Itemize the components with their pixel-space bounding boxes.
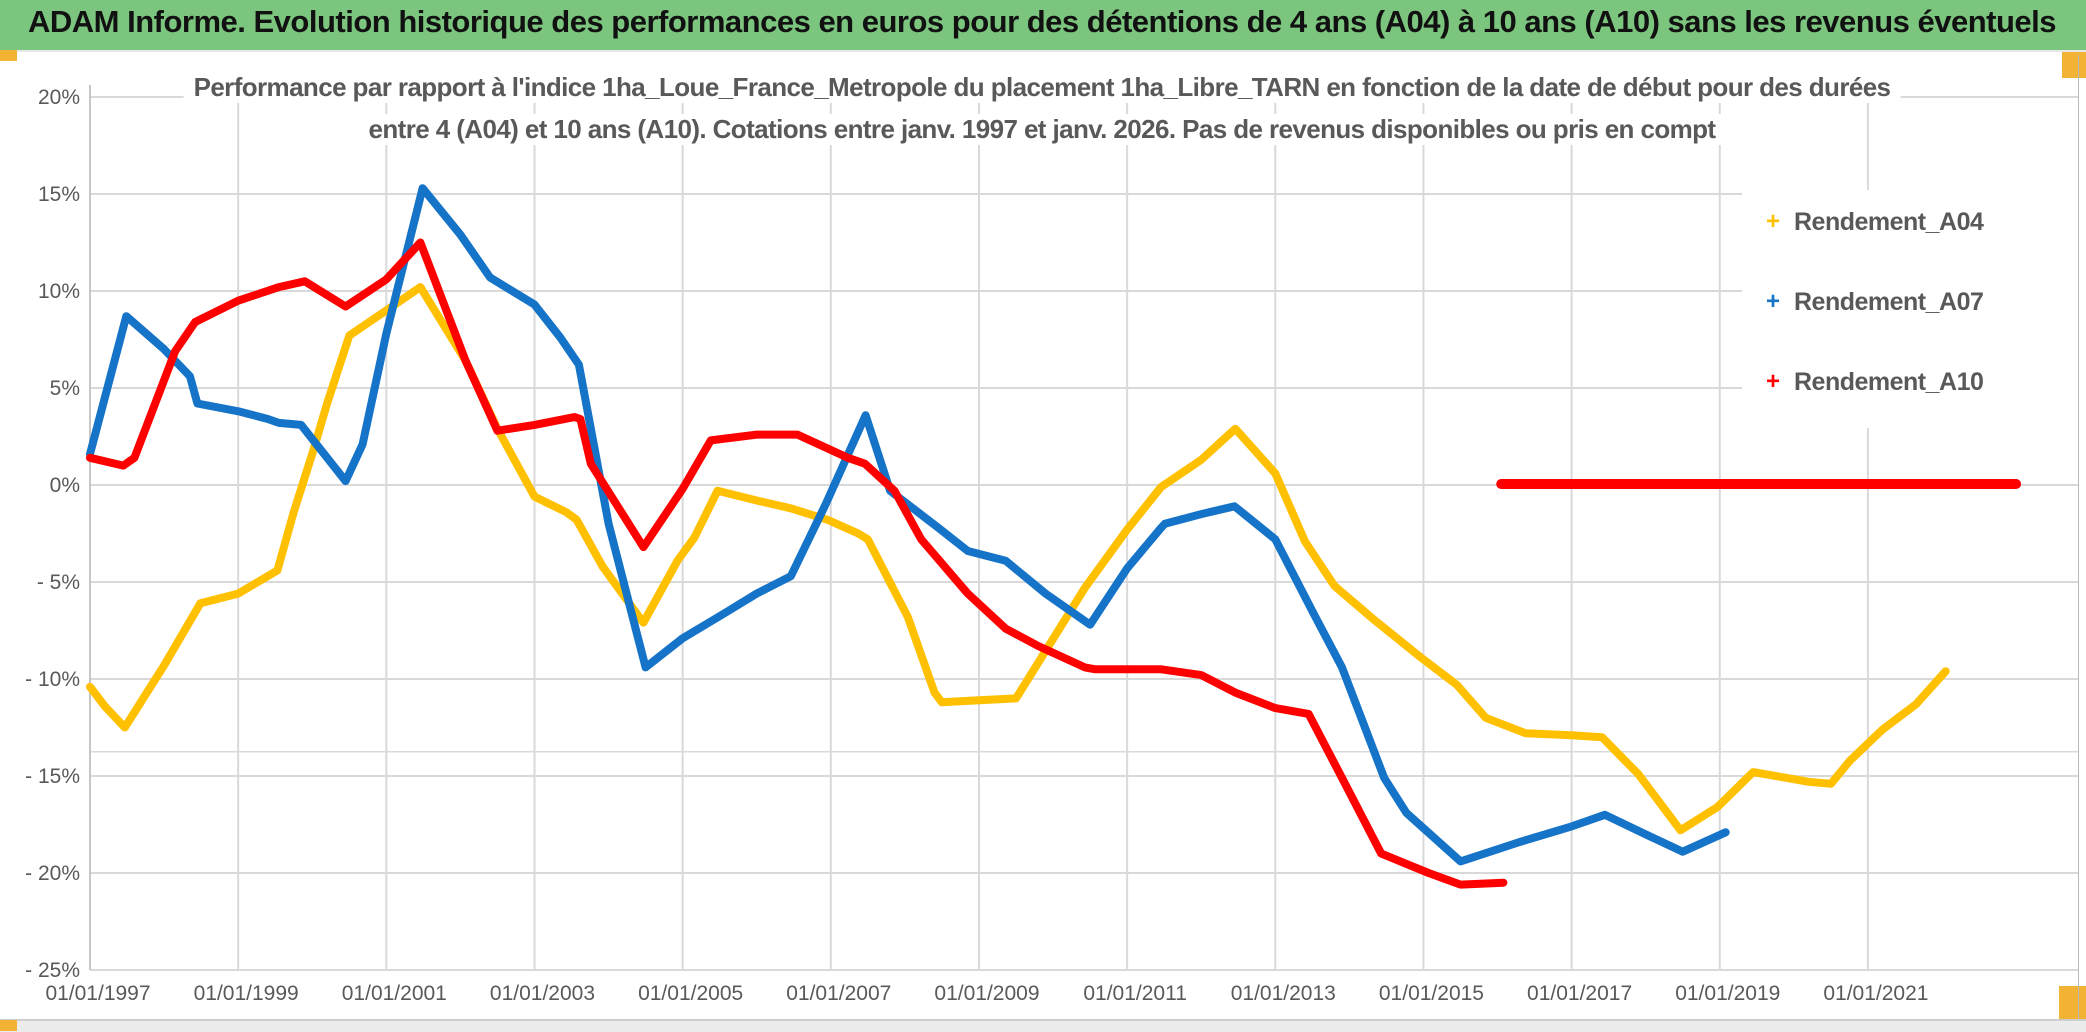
series-line-Rendement_A04: [86, 283, 1950, 835]
legend-label: Rendement_A07: [1794, 287, 1984, 316]
series-line-Rendement_A07: [86, 184, 1730, 866]
x-axis-tick-label: 01/01/2011: [1083, 982, 1187, 1005]
bottom-scroll-strip[interactable]: [0, 1020, 2086, 1032]
header-bar: ADAM Informe. Evolution historique des p…: [0, 0, 2086, 52]
series-line-Rendement_A10: [86, 238, 1508, 889]
x-axis-tick-label: 01/01/2007: [786, 982, 891, 1005]
plus-marker-icon: +: [1765, 368, 1780, 395]
y-axis-tick-label: - 10%: [25, 668, 80, 691]
y-axis-tick-label: 20%: [38, 86, 80, 109]
y-axis-tick-label: - 20%: [25, 862, 80, 885]
chart-title-line2: entre 4 (A04) et 10 ans (A10). Cotations…: [358, 114, 1726, 145]
y-axis-tick-label: 10%: [38, 280, 80, 303]
x-axis-tick-label: 01/01/2021: [1823, 982, 1928, 1005]
x-axis-tick-label: 01/01/2001: [342, 982, 447, 1005]
chart-bottom-border: [0, 1019, 2086, 1020]
y-axis-tick-label: 0%: [50, 474, 80, 497]
x-axis-tick-label: 01/01/1997: [45, 982, 150, 1005]
page-title: ADAM Informe. Evolution historique des p…: [28, 4, 2057, 39]
y-axis-tick-label: 15%: [38, 183, 80, 206]
x-axis-tick-label: 01/01/2015: [1379, 982, 1484, 1005]
chart-right-border: [2078, 55, 2079, 1019]
orange-accent-top-left: [0, 50, 17, 61]
chart-title-line1: Performance par rapport à l'indice 1ha_L…: [183, 72, 1901, 103]
y-axis-tick-label: - 5%: [37, 571, 80, 594]
x-axis-tick-label: 01/01/2017: [1527, 982, 1632, 1005]
y-axis-tick-label: 5%: [50, 377, 80, 400]
y-axis-tick-label: - 15%: [25, 765, 80, 788]
x-axis-tick-label: 01/01/2005: [638, 982, 743, 1005]
orange-accent-bottom-right: [2059, 986, 2086, 1022]
x-axis-tick-label: 01/01/2003: [490, 982, 595, 1005]
x-axis-tick-label: 01/01/2009: [934, 982, 1039, 1005]
legend-label: Rendement_A04: [1794, 207, 1984, 236]
legend-item-rendement-a10[interactable]: + Rendement_A10: [1760, 362, 1984, 402]
orange-accent-top-right: [2062, 52, 2086, 78]
plus-marker-icon: +: [1765, 208, 1780, 235]
plus-marker-icon: +: [1765, 288, 1780, 315]
legend-item-rendement-a07[interactable]: + Rendement_A07: [1760, 282, 1984, 322]
x-axis-tick-label: 01/01/2013: [1231, 982, 1336, 1005]
y-axis-tick-label: - 25%: [25, 959, 80, 982]
x-axis-tick-label: 01/01/2019: [1675, 982, 1780, 1005]
legend-label: Rendement_A10: [1794, 367, 1984, 396]
orange-accent-bottom-left: [0, 1020, 17, 1031]
chart-legend: + Rendement_A04 + Rendement_A07 + Rendem…: [1742, 190, 2078, 428]
legend-item-rendement-a04[interactable]: + Rendement_A04: [1760, 202, 1984, 242]
x-axis-tick-label: 01/01/1999: [194, 982, 299, 1005]
